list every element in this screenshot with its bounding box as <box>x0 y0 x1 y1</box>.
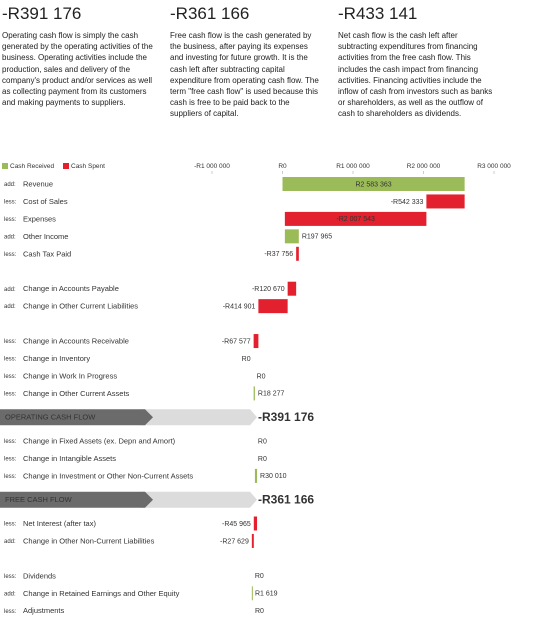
row-label: Change in Accounts Receivable <box>23 337 129 346</box>
subtotal-lead <box>140 409 257 426</box>
bar <box>284 211 427 226</box>
row-label: Other Income <box>23 232 68 241</box>
row-prefix: less: <box>4 474 17 480</box>
row-prefix: add: <box>4 539 16 545</box>
subtotal-label: FREE CASH FLOW <box>5 495 73 504</box>
value-label: R0 <box>255 608 264 615</box>
summary-text: Net cash flow is the cash left after sub… <box>338 31 493 119</box>
summary-text: Free cash flow is the cash generated by … <box>170 31 319 119</box>
row-prefix: less: <box>4 357 17 363</box>
x-tick-label: -R1 000 000 <box>194 163 230 170</box>
row-label: Revenue <box>23 179 53 188</box>
row-prefix: add: <box>4 591 16 597</box>
row-label: Change in Other Non-Current Liabilities <box>23 536 155 545</box>
value-label: R2 583 363 <box>355 181 391 188</box>
row-prefix: less: <box>4 609 17 615</box>
bar <box>296 246 299 261</box>
summary-col: -R391 176 Operating cash flow is simply … <box>2 4 154 108</box>
summary-col: -R433 141 Net cash flow is the cash left… <box>338 4 493 120</box>
bar <box>253 516 258 531</box>
value-label: R0 <box>255 573 264 580</box>
value-label: -R120 670 <box>252 286 285 293</box>
value-label: R0 <box>258 438 267 445</box>
row-prefix: less: <box>4 252 17 258</box>
bar <box>284 229 299 244</box>
row-label: Change in Work In Progress <box>23 371 117 380</box>
subtotal-value: -R361 166 <box>258 492 314 506</box>
row-prefix: add: <box>4 287 16 293</box>
value-label: R0 <box>242 356 251 363</box>
bar <box>282 177 465 191</box>
summary-text: Operating cash flow is simply the cash g… <box>2 31 153 108</box>
row-label: Cash Tax Paid <box>23 249 71 258</box>
row-prefix: less: <box>4 457 17 463</box>
bar <box>258 299 288 314</box>
value-label: R197 965 <box>302 234 332 241</box>
row-prefix: add: <box>4 182 16 188</box>
bar <box>254 468 258 483</box>
bar <box>426 194 465 209</box>
summary-value: -R361 166 <box>170 4 250 23</box>
row-label: Change in Fixed Assets (ex. Depn and Amo… <box>23 436 176 445</box>
bar <box>253 334 259 349</box>
row-label: Expenses <box>23 214 56 223</box>
legend-label: Cash Spent <box>71 163 105 170</box>
bar <box>287 281 297 296</box>
row-label: Change in Intangible Assets <box>23 454 116 463</box>
value-label: R30 010 <box>260 473 287 480</box>
value-label: -R2 007 543 <box>336 216 375 223</box>
row-label: Adjustments <box>23 606 65 615</box>
x-tick-label: R2 000 000 <box>407 163 441 170</box>
subtotal-label: OPERATING CASH FLOW <box>5 413 96 422</box>
row-prefix: less: <box>4 200 17 206</box>
value-label: R0 <box>257 373 266 380</box>
value-label: -R414 901 <box>223 303 256 310</box>
value-label: -R45 965 <box>222 521 251 528</box>
row-prefix: less: <box>4 522 17 528</box>
x-tick-label: R0 <box>278 163 287 170</box>
row-label: Change in Accounts Payable <box>23 284 119 293</box>
row-label: Change in Retained Earnings and Other Eq… <box>23 589 180 598</box>
subtotal-band <box>0 409 153 426</box>
value-label: -R37 756 <box>264 251 293 258</box>
bar <box>251 533 254 548</box>
value-label: -R542 333 <box>391 199 424 206</box>
summary-value: -R433 141 <box>338 4 418 23</box>
row-label: Cost of Sales <box>23 197 68 206</box>
row-label: Dividends <box>23 571 56 580</box>
value-label: -R67 577 <box>222 338 251 345</box>
legend-swatch <box>63 163 69 169</box>
row-label: Change in Investment or Other Non-Curren… <box>23 471 193 480</box>
legend-label: Cash Received <box>10 163 54 170</box>
row-prefix: less: <box>4 374 17 380</box>
subtotal-lead <box>140 491 257 508</box>
row-prefix: less: <box>4 217 17 223</box>
value-label: R1 619 <box>255 591 278 598</box>
row-prefix: less: <box>4 391 17 397</box>
value-label: R18 277 <box>258 391 285 398</box>
bar <box>251 586 253 601</box>
row-label: Change in Other Current Assets <box>23 389 130 398</box>
value-label: R0 <box>258 456 267 463</box>
row-prefix: add: <box>4 304 16 310</box>
row-label: Net Interest (after tax) <box>23 519 96 528</box>
subtotal-value: -R391 176 <box>258 410 314 424</box>
row-prefix: less: <box>4 439 17 445</box>
row-label: Change in Other Current Liabilities <box>23 302 138 311</box>
summary-value: -R391 176 <box>2 4 82 23</box>
subtotal-band <box>0 491 153 508</box>
row-label: Change in Inventory <box>23 354 90 363</box>
row-prefix: less: <box>4 574 17 580</box>
row-prefix: less: <box>4 339 17 345</box>
legend-swatch <box>2 163 8 169</box>
row-prefix: add: <box>4 234 16 240</box>
bar <box>253 386 255 401</box>
summary-col: -R361 166 Free cash flow is the cash gen… <box>170 4 322 120</box>
x-tick-label: R3 000 000 <box>477 163 511 170</box>
x-tick-label: R1 000 000 <box>336 163 370 170</box>
value-label: -R27 629 <box>220 538 249 545</box>
